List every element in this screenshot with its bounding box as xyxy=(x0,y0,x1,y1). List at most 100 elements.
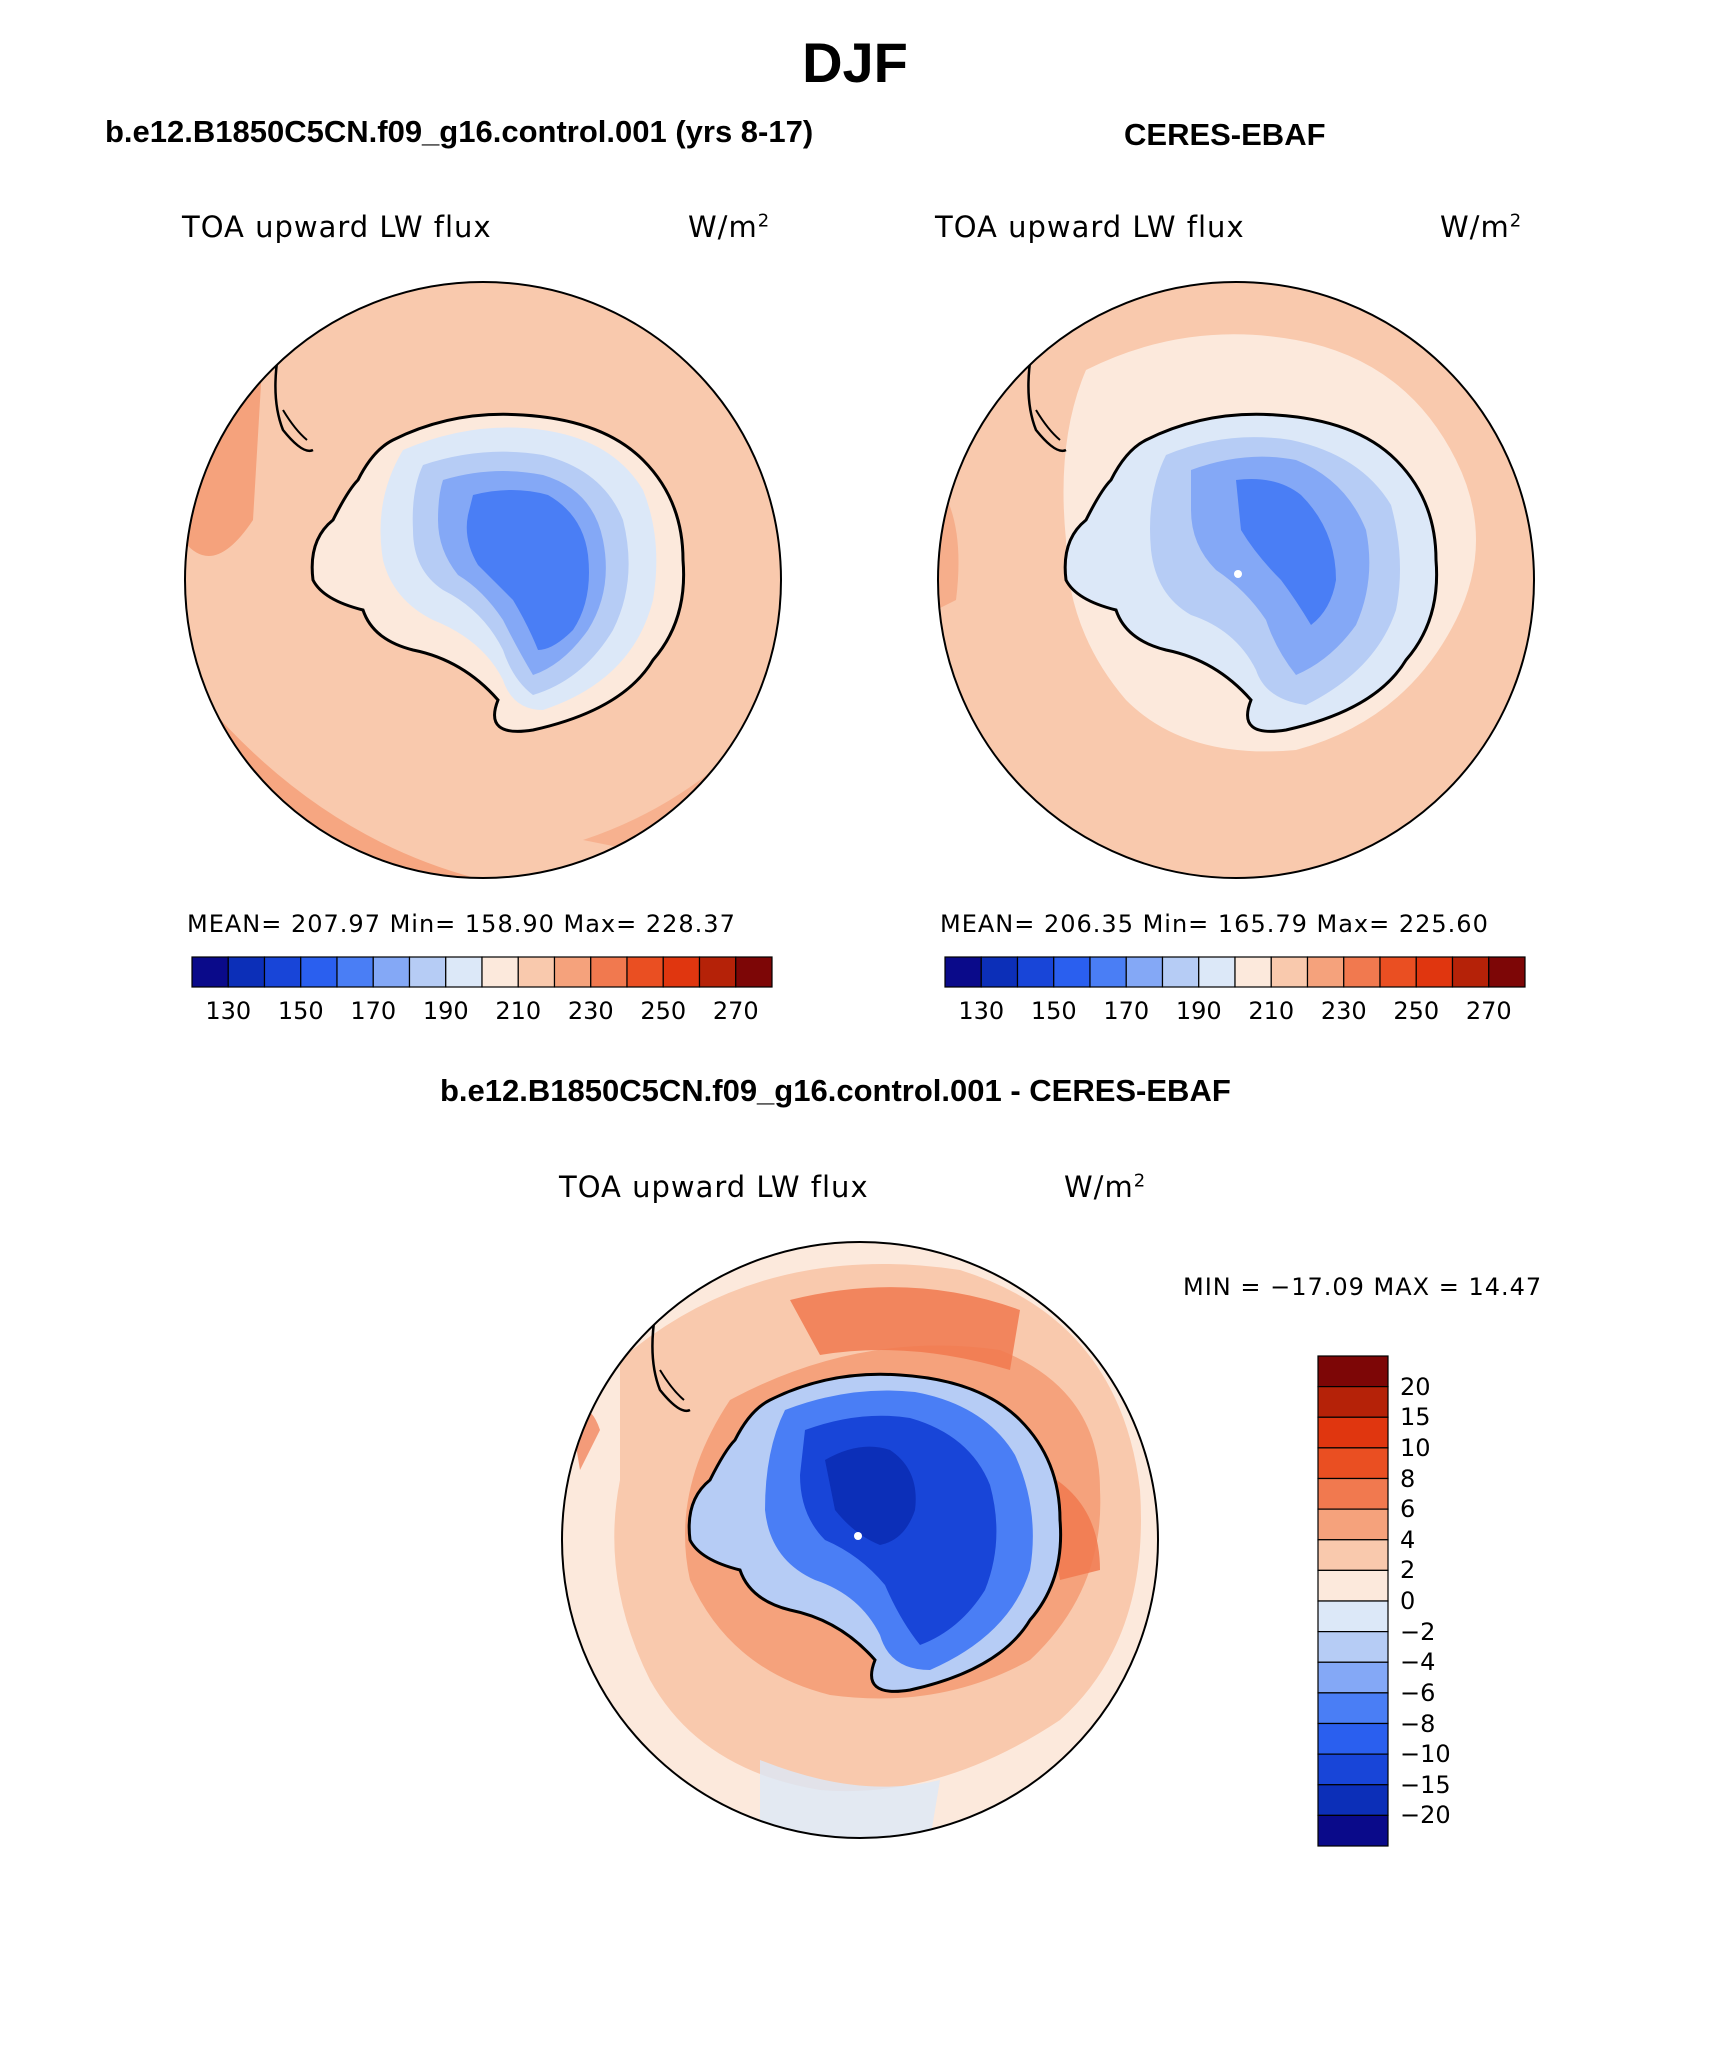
model-colorbar-swatch xyxy=(263,956,302,988)
difference-colorbar-swatch xyxy=(1317,1447,1389,1480)
model-colorbar-swatch xyxy=(698,956,737,988)
antarctica-outline xyxy=(274,354,686,733)
model-colorbar-tick-label: 190 xyxy=(422,997,469,1025)
obs-colorbar-swatch xyxy=(1125,956,1164,988)
obs-colorbar-swatch xyxy=(1343,956,1381,988)
difference-colorbar-swatch xyxy=(1317,1661,1389,1694)
difference-colorbar-tick-label: −20 xyxy=(1400,1801,1451,1830)
difference-colorbar xyxy=(1317,1355,1389,1847)
difference-colorbar-tick-label: −15 xyxy=(1400,1770,1451,1799)
model-colorbar-swatch xyxy=(626,956,664,988)
difference-colorbar-swatch xyxy=(1317,1814,1389,1847)
difference-colorbar-swatch xyxy=(1317,1722,1389,1755)
difference-colorbar-swatch xyxy=(1317,1477,1389,1510)
obs-colorbar-swatch xyxy=(1379,956,1417,988)
obs-colorbar-swatch xyxy=(1270,956,1309,988)
model-variable-label: TOA upward LW flux xyxy=(182,210,492,244)
model-colorbar-tick-label: 270 xyxy=(712,997,759,1025)
difference-colorbar-swatch xyxy=(1317,1631,1389,1663)
difference-colorbar-swatch xyxy=(1317,1569,1389,1602)
obs-colorbar-tick-label: 150 xyxy=(1030,997,1077,1025)
difference-colorbar-tick-label: 4 xyxy=(1400,1525,1416,1554)
model-colorbar-tick-label: 150 xyxy=(277,997,324,1025)
difference-units-label: W/m2 xyxy=(1064,1170,1147,1204)
model-colorbar-swatch xyxy=(227,956,266,988)
model-colorbar-swatch xyxy=(336,956,374,988)
obs-colorbar-tick-label: 250 xyxy=(1393,997,1440,1025)
difference-colorbar-tick-label: 0 xyxy=(1400,1587,1416,1615)
antarctica-outline-obs xyxy=(1027,354,1439,733)
obs-colorbar-swatch xyxy=(1198,956,1236,988)
obs-units-label: W/m2 xyxy=(1440,210,1523,244)
model-colorbar-swatch xyxy=(445,956,483,988)
model-colorbar-tick-label: 130 xyxy=(205,997,252,1025)
obs-colorbar-tick-label: 230 xyxy=(1320,997,1367,1025)
model-polar-map xyxy=(184,281,782,879)
difference-colorbar-tick-label: −10 xyxy=(1400,1740,1451,1769)
difference-colorbar-tick-label: −6 xyxy=(1400,1678,1436,1707)
difference-polar-map xyxy=(561,1241,1159,1839)
difference-colorbar-swatch xyxy=(1317,1753,1389,1786)
difference-variable-label: TOA upward LW flux xyxy=(559,1170,869,1204)
model-colorbar-tick-label: 230 xyxy=(567,997,614,1025)
difference-colorbar-swatch xyxy=(1317,1600,1389,1633)
obs-stats: MEAN= 206.35 Min= 165.79 Max= 225.60 xyxy=(940,910,1489,938)
obs-colorbar-swatch xyxy=(1451,956,1490,988)
model-colorbar xyxy=(191,956,773,988)
difference-colorbar-swatch xyxy=(1317,1692,1389,1725)
model-colorbar-swatch xyxy=(300,956,338,988)
model-colorbar-swatch xyxy=(517,956,556,988)
obs-colorbar-swatch xyxy=(1306,956,1345,988)
model-stats: MEAN= 207.97 Min= 158.90 Max= 228.37 xyxy=(187,910,736,938)
difference-colorbar-tick-label: 2 xyxy=(1400,1556,1416,1585)
model-colorbar-swatch xyxy=(662,956,701,988)
difference-colorbar-tick-label: −4 xyxy=(1400,1648,1436,1677)
difference-colorbar-swatch xyxy=(1317,1539,1389,1571)
difference-colorbar-swatch xyxy=(1317,1416,1389,1449)
difference-colorbar-tick-label: −8 xyxy=(1400,1709,1436,1738)
obs-colorbar-swatch xyxy=(1053,956,1091,988)
obs-variable-label: TOA upward LW flux xyxy=(935,210,1245,244)
obs-colorbar xyxy=(944,956,1526,988)
model-colorbar-swatch xyxy=(553,956,592,988)
difference-panel-title: b.e12.B1850C5CN.f09_g16.control.001 - CE… xyxy=(440,1073,1231,1108)
model-colorbar-swatch xyxy=(590,956,628,988)
difference-colorbar-swatch xyxy=(1317,1386,1389,1418)
model-colorbar-swatch xyxy=(481,956,519,988)
obs-panel-title: CERES-EBAF xyxy=(1124,117,1326,152)
obs-colorbar-tick-label: 130 xyxy=(958,997,1005,1025)
antarctica-outline-diff xyxy=(651,1314,1063,1693)
difference-colorbar-tick-label: 8 xyxy=(1400,1464,1416,1493)
model-colorbar-swatch xyxy=(191,956,229,988)
difference-colorbar-tick-label: 15 xyxy=(1400,1403,1431,1432)
difference-colorbar-tick-label: −2 xyxy=(1400,1617,1436,1646)
figure-title: DJF xyxy=(802,31,908,94)
obs-colorbar-swatch xyxy=(1415,956,1454,988)
model-colorbar-tick-label: 210 xyxy=(495,997,542,1025)
model-units-label: W/m2 xyxy=(688,210,771,244)
obs-colorbar-tick-label: 270 xyxy=(1465,997,1512,1025)
obs-colorbar-swatch xyxy=(1488,956,1526,988)
model-colorbar-tick-label: 250 xyxy=(640,997,687,1025)
difference-colorbar-swatch xyxy=(1317,1355,1389,1388)
obs-colorbar-swatch xyxy=(1161,956,1200,988)
obs-colorbar-swatch xyxy=(1089,956,1127,988)
difference-colorbar-swatch xyxy=(1317,1784,1389,1816)
obs-colorbar-tick-label: 210 xyxy=(1248,997,1295,1025)
obs-colorbar-swatch xyxy=(944,956,982,988)
model-colorbar-tick-label: 170 xyxy=(350,997,397,1025)
obs-colorbar-swatch xyxy=(1234,956,1272,988)
obs-polar-map xyxy=(937,281,1535,879)
difference-colorbar-tick-label: 20 xyxy=(1400,1372,1431,1401)
model-colorbar-swatch xyxy=(408,956,447,988)
difference-stats: MIN = −17.09 MAX = 14.47 xyxy=(1183,1273,1543,1301)
difference-colorbar-swatch xyxy=(1317,1508,1389,1541)
difference-colorbar-tick-label: 10 xyxy=(1400,1433,1431,1462)
obs-colorbar-tick-label: 170 xyxy=(1103,997,1150,1025)
obs-colorbar-tick-label: 190 xyxy=(1175,997,1222,1025)
obs-colorbar-swatch xyxy=(980,956,1019,988)
difference-colorbar-tick-label: 6 xyxy=(1400,1495,1416,1524)
model-panel-title: b.e12.B1850C5CN.f09_g16.control.001 (yrs… xyxy=(105,114,814,149)
model-colorbar-swatch xyxy=(735,956,773,988)
model-colorbar-swatch xyxy=(372,956,411,988)
